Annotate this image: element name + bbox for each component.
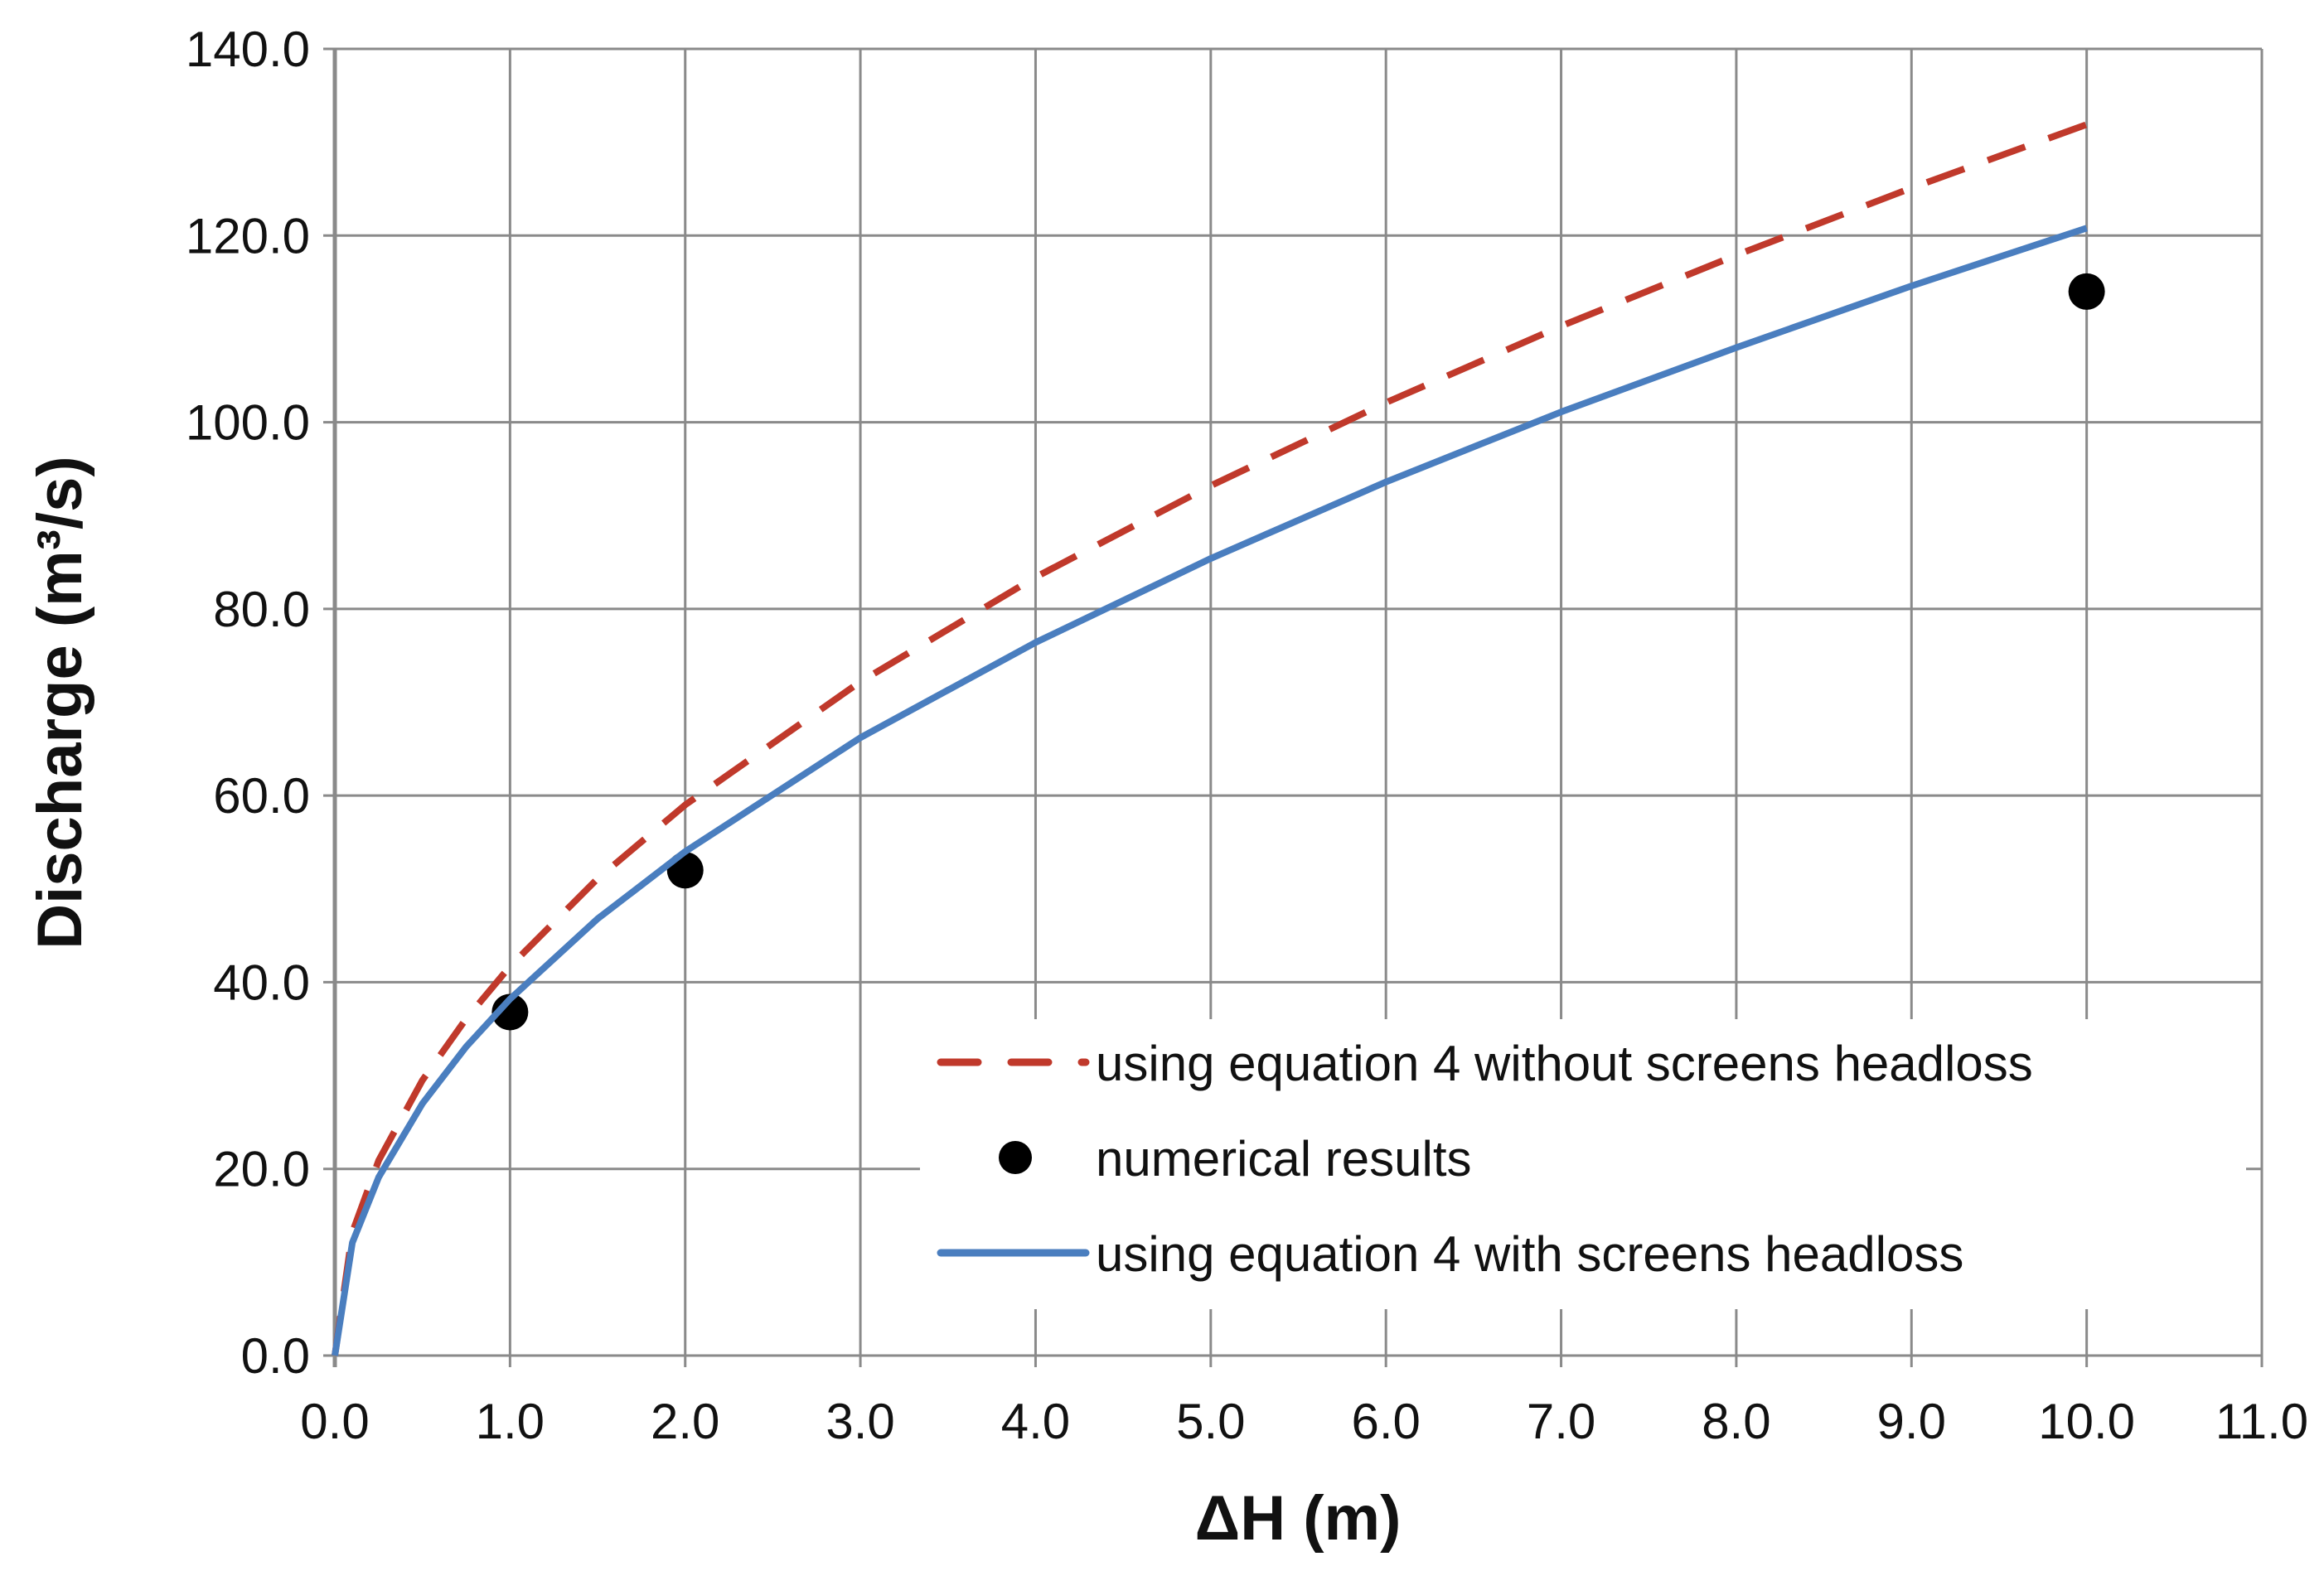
x-tick-label: 10.0 — [2038, 1394, 2135, 1449]
y-tick-label: 100.0 — [186, 395, 310, 451]
x-tick-label: 8.0 — [1702, 1394, 1770, 1449]
series-layer — [332, 121, 2105, 1356]
x-axis-title: ΔH (m) — [1195, 1483, 1402, 1554]
x-tick-label: 0.0 — [300, 1394, 369, 1449]
without-screens-line — [332, 121, 2088, 1356]
x-tick-label: 9.0 — [1877, 1394, 1946, 1449]
legend-label: using equation 4 without screens headlos… — [1096, 1036, 2033, 1091]
x-tick-label: 5.0 — [1176, 1394, 1245, 1449]
y-tick-label: 120.0 — [186, 208, 310, 263]
y-axis-title: Discharge (m³/s) — [25, 456, 95, 950]
numerical-result-point — [491, 993, 529, 1031]
y-tick-label: 0.0 — [241, 1328, 310, 1384]
legend-label: using equation 4 with screens headloss — [1096, 1226, 1963, 1282]
y-tick-label: 20.0 — [213, 1142, 310, 1197]
x-tick-label: 3.0 — [826, 1394, 894, 1449]
y-tick-label: 40.0 — [213, 955, 310, 1010]
with-screens-line — [332, 225, 2088, 1356]
y-tick-labels: 0.0 20.0 40.0 60.0 80.0 100.0 120.0 140.0 — [186, 22, 310, 1384]
y-tick-label: 140.0 — [186, 22, 310, 77]
x-tick-label: 11.0 — [2215, 1394, 2308, 1449]
numerical-result-point — [2068, 273, 2105, 310]
legend-label: numerical results — [1096, 1131, 1472, 1187]
legend: using equation 4 without screens headlos… — [920, 1019, 2246, 1309]
y-tick-label: 80.0 — [213, 582, 310, 637]
x-tick-label: 6.0 — [1351, 1394, 1420, 1449]
x-tick-label: 2.0 — [651, 1394, 719, 1449]
x-tick-label: 7.0 — [1527, 1394, 1595, 1449]
x-tick-labels: 0.0 1.0 2.0 3.0 4.0 5.0 6.0 7.0 8.0 9.0 10.0 11.0 — [300, 1394, 2308, 1449]
x-tick-label: 4.0 — [1001, 1394, 1070, 1449]
x-tick-label: 1.0 — [476, 1394, 545, 1449]
y-tick-label: 60.0 — [213, 768, 310, 824]
legend-marker-point — [999, 1141, 1032, 1174]
